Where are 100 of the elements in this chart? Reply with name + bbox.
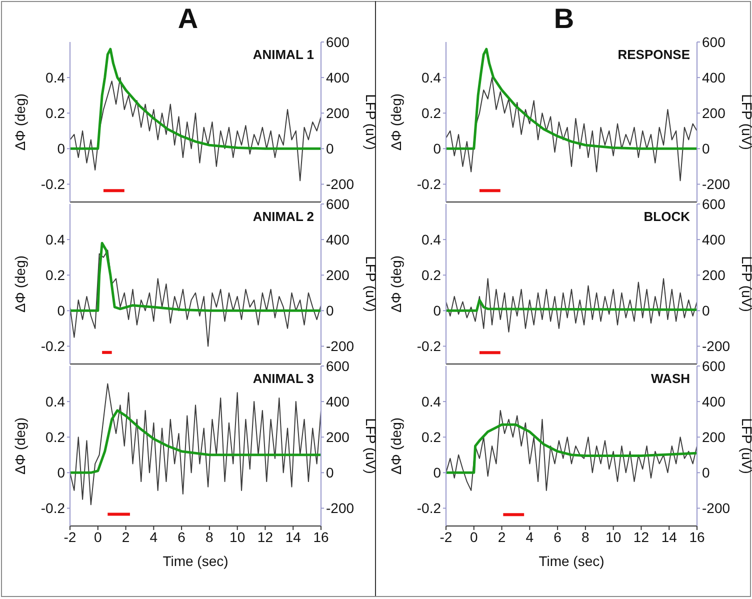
x-tick-label: 6 <box>554 528 562 545</box>
y-tick-label: -0.2 <box>40 176 66 192</box>
y-tick-label: 0 <box>433 140 442 157</box>
y2-tick-label: 600 <box>702 358 726 374</box>
y-tick-label: 0.4 <box>46 70 66 86</box>
line-series <box>446 410 697 491</box>
y2-tick-label: 600 <box>326 196 350 212</box>
y-tick-label: 0.2 <box>422 429 442 446</box>
annotation: ANIMAL 1 <box>252 47 314 62</box>
y2-axis-title: LFP (uV) <box>363 94 380 150</box>
y-tick-label: 0 <box>433 302 442 319</box>
chart-title: A <box>176 3 200 35</box>
y-tick-label: -0.2 <box>40 338 66 354</box>
y-tick-label: -0.2 <box>416 176 442 192</box>
line-series <box>446 278 697 332</box>
y2-tick-label: 600 <box>326 358 350 374</box>
line-series <box>70 383 321 506</box>
line-series <box>446 423 697 474</box>
y2-tick-label: -200 <box>702 500 730 516</box>
annotation: WASH <box>651 371 690 386</box>
y2-tick-label: 200 <box>326 429 350 446</box>
y2-tick-label: 400 <box>702 394 726 410</box>
x-tick-label: 10 <box>230 528 246 545</box>
y2-tick-label: -200 <box>326 338 354 354</box>
y2-tick-label: 0 <box>702 140 710 157</box>
y-tick-label: 0.4 <box>46 232 66 248</box>
y-tick-label: 0 <box>57 302 66 319</box>
y-axis-title: ΔΦ (deg) <box>12 417 28 475</box>
x-tick-label: 0 <box>94 528 102 545</box>
chart-title: B <box>552 3 576 35</box>
x-tick-label: 12 <box>633 528 650 545</box>
line-series <box>70 242 321 312</box>
x-tick-label: 8 <box>206 528 214 545</box>
y-tick-label: 0.4 <box>422 70 442 86</box>
y-tick-label: -0.2 <box>416 500 442 516</box>
y-tick-label: 0.4 <box>422 394 442 410</box>
y2-tick-label: 0 <box>326 140 334 157</box>
y2-tick-label: 400 <box>326 394 350 410</box>
y2-axis-title: LFP (uV) <box>363 256 380 312</box>
y2-tick-label: 0 <box>326 464 334 481</box>
y2-axis-title: LFP (uV) <box>739 418 752 474</box>
y2-tick-label: 200 <box>326 267 350 284</box>
y-tick-label: -0.2 <box>40 500 66 516</box>
x-axis-title: Time (sec) <box>162 553 228 569</box>
y-tick-label: 0.2 <box>46 267 66 284</box>
y2-tick-label: 200 <box>702 105 726 122</box>
y-tick-label: 0 <box>433 464 442 481</box>
line-series <box>446 298 697 312</box>
line-series <box>446 77 697 182</box>
y2-tick-label: 600 <box>702 34 726 50</box>
y2-tick-label: 400 <box>702 232 726 248</box>
y2-tick-label: 200 <box>702 267 726 284</box>
y2-tick-label: 400 <box>326 70 350 86</box>
annotation: RESPONSE <box>618 47 690 62</box>
line-series <box>446 48 697 150</box>
y2-tick-label: 200 <box>702 429 726 446</box>
x-tick-label: 6 <box>178 528 186 545</box>
x-tick-label: -2 <box>64 528 76 545</box>
y2-axis-title: LFP (uV) <box>739 94 752 150</box>
y2-tick-label: -200 <box>326 176 354 192</box>
y-tick-label: 0 <box>57 464 66 481</box>
x-tick-label: 2 <box>122 528 130 545</box>
y2-axis-title: LFP (uV) <box>363 418 380 474</box>
y2-tick-label: 0 <box>702 464 710 481</box>
y2-tick-label: -200 <box>702 338 730 354</box>
y2-tick-label: 600 <box>702 196 726 212</box>
x-tick-label: 4 <box>526 528 534 545</box>
y2-tick-label: 600 <box>326 34 350 50</box>
line-series <box>70 409 321 474</box>
y2-tick-label: 0 <box>326 302 334 319</box>
y2-tick-label: -200 <box>326 500 354 516</box>
x-tick-label: 16 <box>313 528 329 545</box>
x-tick-label: 16 <box>689 528 705 545</box>
y2-axis-title: LFP (uV) <box>739 256 752 312</box>
annotation: BLOCK <box>644 209 690 224</box>
x-tick-label: -2 <box>440 528 452 545</box>
y-tick-label: -0.2 <box>416 338 442 354</box>
y-tick-label: 0.2 <box>422 267 442 284</box>
y-tick-label: 0.2 <box>46 105 66 122</box>
y-axis-title: ΔΦ (deg) <box>388 417 404 475</box>
y2-tick-label: 400 <box>326 232 350 248</box>
y-axis-title: ΔΦ (deg) <box>388 93 404 151</box>
x-tick-label: 8 <box>582 528 590 545</box>
y2-tick-label: -200 <box>702 176 730 192</box>
x-tick-label: 10 <box>606 528 622 545</box>
y-axis-title: ΔΦ (deg) <box>12 93 28 151</box>
x-tick-label: 2 <box>498 528 506 545</box>
x-tick-label: 14 <box>661 528 678 545</box>
y-axis-title: ΔΦ (deg) <box>12 255 28 313</box>
x-axis-title: Time (sec) <box>538 553 604 569</box>
y2-tick-label: 400 <box>702 70 726 86</box>
x-tick-label: 4 <box>150 528 158 545</box>
y2-tick-label: 0 <box>702 302 710 319</box>
y2-tick-label: 200 <box>326 105 350 122</box>
line-series <box>70 250 321 347</box>
y-tick-label: 0.4 <box>46 394 66 410</box>
x-tick-label: 14 <box>285 528 302 545</box>
line-series <box>70 77 321 182</box>
y-tick-label: 0.2 <box>422 105 442 122</box>
annotation: ANIMAL 3 <box>252 371 314 386</box>
